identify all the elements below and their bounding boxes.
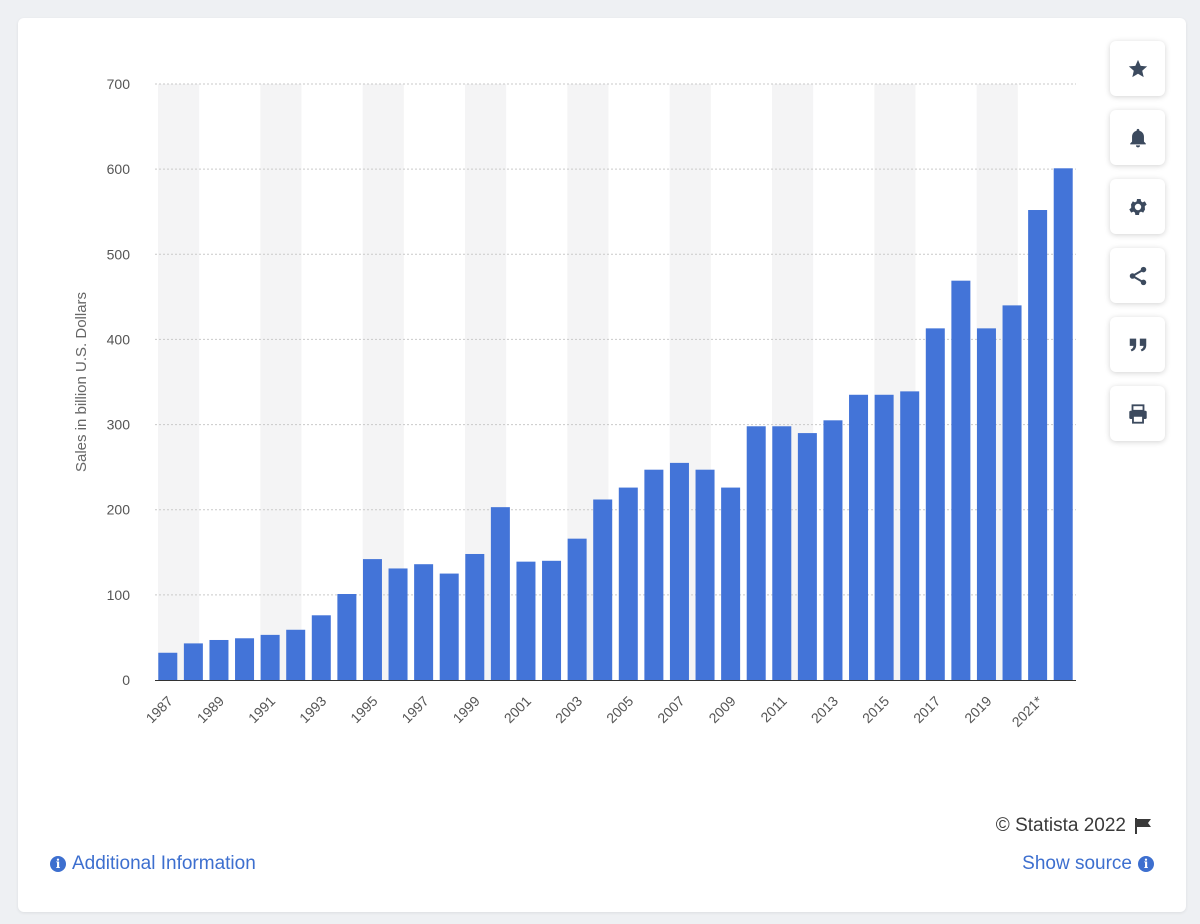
bar xyxy=(260,634,280,680)
x-tick-label: 2013 xyxy=(808,693,841,726)
bar xyxy=(1053,168,1073,680)
info-icon: i xyxy=(50,856,66,872)
x-tick-label: 1995 xyxy=(347,693,380,726)
bar xyxy=(465,553,485,680)
print-icon xyxy=(1128,403,1147,424)
show-source-label: Show source xyxy=(1022,853,1132,874)
x-tick-label: 2017 xyxy=(910,693,943,726)
bar xyxy=(772,426,792,680)
y-tick-label: 200 xyxy=(107,502,131,518)
bar xyxy=(797,433,817,680)
bar xyxy=(976,328,996,680)
y-tick-label: 600 xyxy=(107,161,131,177)
bar xyxy=(721,487,741,680)
share-icon xyxy=(1129,266,1146,285)
additional-information-label: Additional Information xyxy=(72,853,256,874)
bar xyxy=(593,499,613,680)
bar xyxy=(1028,210,1048,681)
bar xyxy=(669,462,689,680)
bar xyxy=(542,560,562,680)
share-button[interactable] xyxy=(1110,248,1165,303)
x-tick-label: 2015 xyxy=(859,693,892,726)
x-tick-label: 2007 xyxy=(654,693,687,726)
bar xyxy=(695,469,715,680)
bar xyxy=(158,652,178,680)
notification-button[interactable] xyxy=(1110,110,1165,165)
bar xyxy=(618,487,638,680)
bar xyxy=(183,643,203,680)
additional-information-link[interactable]: i Additional Information xyxy=(50,853,256,875)
x-tick-label: 2001 xyxy=(501,693,534,726)
x-tick-label: 1999 xyxy=(450,693,483,726)
gear-icon xyxy=(1128,198,1147,215)
bar xyxy=(925,328,945,680)
copyright-text: © Statista 2022 xyxy=(995,815,1126,836)
x-tick-label: 2009 xyxy=(705,693,738,726)
bar xyxy=(235,638,255,680)
cite-button[interactable] xyxy=(1110,317,1165,372)
bell-icon xyxy=(1129,128,1146,147)
y-tick-label: 700 xyxy=(107,76,131,92)
show-source-link[interactable]: Show source i xyxy=(1022,853,1154,875)
quote-icon xyxy=(1129,338,1146,351)
bar xyxy=(746,426,766,680)
bar xyxy=(516,561,536,680)
x-tick-label: 2011 xyxy=(757,693,790,726)
x-tick-label: 2005 xyxy=(603,693,636,726)
y-tick-label: 500 xyxy=(107,246,131,262)
bar xyxy=(849,394,869,680)
bar xyxy=(490,507,510,680)
x-tick-label: 1987 xyxy=(143,693,176,726)
star-icon xyxy=(1128,59,1147,77)
bar xyxy=(951,280,971,680)
x-tick-label: 1989 xyxy=(194,693,227,726)
info-icon: i xyxy=(1138,856,1154,872)
y-tick-label: 0 xyxy=(122,672,130,688)
y-tick-label: 100 xyxy=(107,587,131,603)
print-button[interactable] xyxy=(1110,386,1165,441)
category-band xyxy=(158,84,200,680)
bar xyxy=(439,573,459,680)
bar xyxy=(209,639,229,680)
bar xyxy=(1002,305,1022,680)
x-tick-label: 2021* xyxy=(1009,692,1047,730)
bar xyxy=(644,469,664,680)
favorite-button[interactable] xyxy=(1110,41,1165,96)
category-band xyxy=(209,84,251,680)
copyright: © Statista 2022 xyxy=(996,815,1154,837)
flag-icon[interactable] xyxy=(1134,817,1154,835)
x-tick-label: 2003 xyxy=(552,693,585,726)
bar xyxy=(823,420,843,680)
y-tick-label: 400 xyxy=(107,331,131,347)
bar xyxy=(874,394,894,680)
bar xyxy=(362,559,382,680)
bar xyxy=(567,538,587,680)
bar xyxy=(286,629,306,680)
settings-button[interactable] xyxy=(1110,179,1165,234)
x-tick-label: 2019 xyxy=(961,693,994,726)
y-tick-label: 300 xyxy=(107,417,131,433)
bar xyxy=(388,568,408,680)
bar xyxy=(900,391,920,680)
y-axis-title: Sales in billion U.S. Dollars xyxy=(73,292,90,472)
x-tick-label: 1991 xyxy=(245,693,278,726)
x-tick-label: 1993 xyxy=(296,693,329,726)
bar xyxy=(311,615,331,680)
bar xyxy=(414,564,434,680)
x-tick-label: 1997 xyxy=(398,693,431,726)
bar xyxy=(337,594,357,680)
category-band xyxy=(311,84,353,680)
category-band xyxy=(260,84,302,680)
